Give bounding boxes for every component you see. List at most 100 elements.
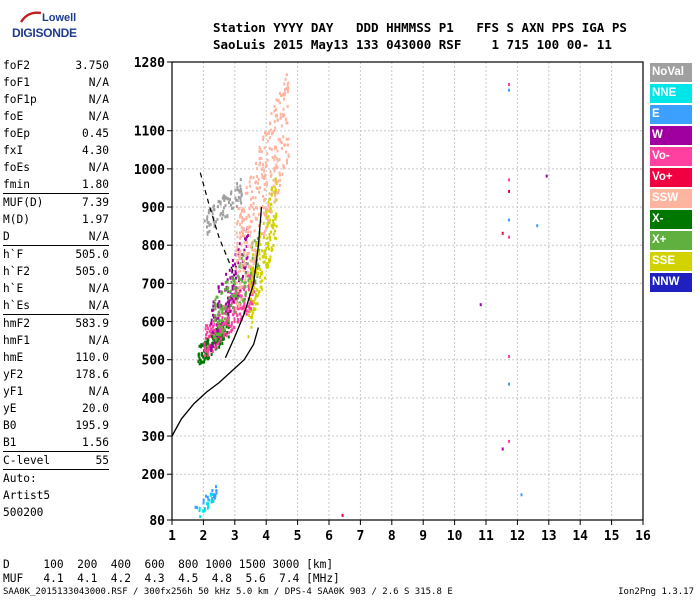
echo-point: [274, 192, 277, 196]
echo-point: [222, 209, 225, 213]
echo-point: [274, 114, 277, 118]
echo-point: [270, 112, 273, 116]
param-row: Artist5: [3, 487, 109, 504]
echo-point: [204, 352, 207, 356]
echo-point: [221, 319, 224, 323]
x-tick-label: 11: [478, 529, 494, 544]
echo-point: [233, 282, 236, 286]
legend-item-nnw: NNW: [650, 273, 692, 292]
echo-point: [278, 184, 281, 187]
muf-row: MUF 4.1 4.1 4.2 4.3 4.5 4.8 5.6 7.4 [MHz…: [3, 572, 340, 586]
echo-point: [241, 279, 244, 283]
echo-point: [232, 264, 234, 268]
echo-point: [263, 188, 266, 192]
legend-item-e: E: [650, 105, 692, 124]
isolated-echo-point: [508, 83, 510, 86]
echo-point: [237, 304, 240, 308]
echo-point: [206, 348, 209, 351]
echo-point: [270, 249, 273, 252]
param-value: N/A: [88, 385, 109, 398]
echo-point: [226, 289, 229, 293]
echo-point: [205, 494, 207, 498]
echo-point: [224, 215, 227, 219]
echo-point: [280, 141, 283, 145]
echo-point: [214, 302, 217, 306]
echo-point: [275, 224, 278, 228]
echo-point: [248, 225, 251, 229]
echo-point: [287, 86, 290, 90]
x-tick-label: 3: [231, 529, 239, 544]
echo-point: [266, 224, 269, 228]
echo-point: [267, 209, 270, 213]
echo-point: [259, 206, 262, 210]
echo-point: [275, 98, 278, 102]
echo-point: [269, 238, 272, 242]
echo-point: [205, 342, 207, 346]
echo-point: [201, 352, 204, 356]
param-row: h`F 505.0: [3, 246, 109, 263]
echo-point: [260, 150, 263, 154]
echo-point: [217, 205, 219, 209]
echo-point: [225, 196, 228, 200]
echo-point: [242, 227, 245, 231]
echo-point: [227, 321, 230, 325]
param-value: N/A: [88, 161, 109, 174]
echo-point: [235, 307, 237, 311]
echo-point: [262, 163, 264, 167]
echo-point: [272, 244, 275, 247]
echo-point: [236, 313, 239, 317]
isolated-echo-point: [508, 439, 510, 443]
echo-point: [261, 205, 264, 208]
echo-point: [240, 265, 243, 269]
echo-point: [278, 137, 281, 141]
echo-point: [285, 150, 287, 154]
echo-point: [252, 262, 255, 266]
param-name: h`Es: [3, 299, 30, 312]
echo-point: [263, 230, 266, 234]
echo-point: [248, 180, 251, 184]
echo-point: [223, 206, 225, 210]
echo-point: [221, 305, 224, 308]
echo-point: [267, 203, 270, 207]
echo-point: [245, 290, 247, 294]
echo-point: [251, 302, 254, 306]
echo-point: [272, 178, 275, 182]
echo-point: [218, 319, 220, 323]
echo-point: [248, 215, 251, 219]
echo-point: [236, 220, 239, 224]
param-row: foE N/A: [3, 108, 109, 125]
electron-density-profile-curve: [171, 327, 260, 437]
echo-point: [250, 266, 253, 270]
echo-point: [207, 221, 210, 225]
echo-point: [273, 147, 276, 151]
echo-point: [225, 322, 228, 326]
echo-point: [213, 496, 216, 500]
echo-point: [199, 358, 202, 362]
echo-point: [262, 211, 265, 215]
echo-point: [265, 212, 268, 215]
echo-point: [226, 316, 229, 320]
echo-point: [237, 288, 240, 292]
echo-point: [230, 301, 233, 305]
echo-point: [214, 220, 217, 224]
echo-point: [238, 190, 241, 194]
echo-point: [214, 307, 217, 311]
echo-point: [261, 173, 264, 177]
echo-point: [251, 248, 254, 252]
echo-point: [204, 336, 207, 340]
param-row: Auto:: [3, 470, 109, 487]
echo-point: [214, 338, 217, 342]
echo-point: [219, 328, 222, 332]
echo-point: [245, 245, 248, 248]
echo-point: [252, 309, 255, 313]
echo-point: [208, 330, 211, 334]
echo-point: [257, 177, 260, 181]
param-row: hmF1 N/A: [3, 332, 109, 349]
echo-point: [249, 280, 252, 284]
echo-point: [202, 501, 205, 505]
echo-point: [266, 262, 269, 266]
echo-point: [280, 124, 283, 128]
echo-point: [244, 292, 247, 296]
echo-point: [213, 222, 216, 226]
echo-point: [202, 355, 205, 359]
